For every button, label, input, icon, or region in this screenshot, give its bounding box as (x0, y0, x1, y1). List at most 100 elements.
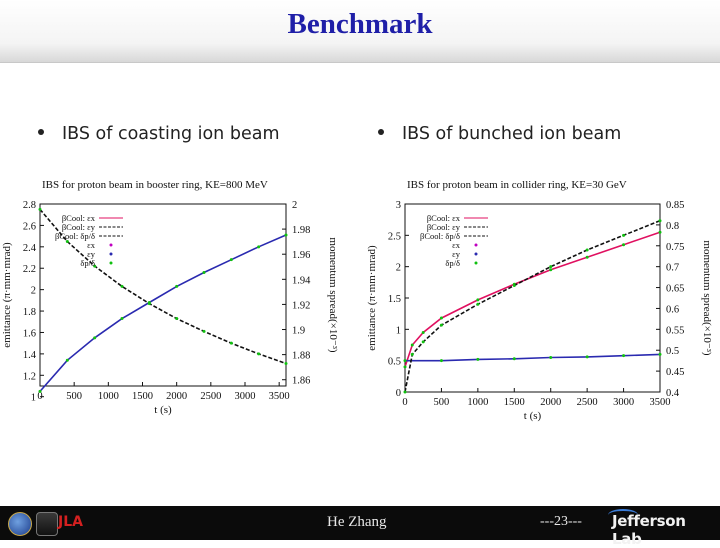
data-point (284, 233, 288, 237)
y2-tick-label: 0.6 (666, 304, 679, 315)
y-tick-label: 2.4 (23, 243, 37, 254)
y2-tick-label: 0.8 (666, 221, 679, 232)
legend-marker (109, 243, 113, 247)
y2-tick-label: 0.4 (666, 388, 680, 399)
data-point (549, 268, 553, 272)
legend-label: βCool: δp/δ (420, 231, 460, 241)
y2-tick-label: 1.94 (292, 275, 311, 286)
x-tick-label: 3000 (613, 397, 634, 408)
x-tick-label: 500 (66, 391, 82, 402)
x-tick-label: 3500 (269, 391, 290, 402)
bullet-dot-icon (38, 129, 44, 135)
chart-coasting: IBS for proton beam in booster ring, KE=… (1, 179, 339, 416)
data-point (257, 352, 261, 356)
series-line (405, 353, 661, 362)
y2-tick-label: 0.5 (666, 346, 679, 357)
footer-author: He Zhang (327, 514, 387, 530)
chart-title: IBS for proton beam in collider ring, KE… (407, 179, 627, 191)
y2-tick-label: 0.55 (666, 325, 684, 336)
chart-title: IBS for proton beam in booster ring, KE=… (42, 179, 268, 191)
data-point (549, 265, 553, 269)
legend-marker (109, 252, 113, 256)
data-point (622, 354, 626, 358)
x-tick-label: 1000 (98, 391, 119, 402)
y2-tick-label: 0.45 (666, 367, 684, 378)
bullet-dot-icon (378, 129, 384, 135)
legend-marker (474, 261, 478, 265)
data-point (93, 264, 97, 268)
x-tick-label: 2500 (200, 391, 221, 402)
series-line (404, 231, 661, 368)
y-tick-label: 1.4 (23, 350, 37, 361)
y-tick-label: 1 (396, 325, 401, 336)
legend-label: εx (87, 240, 96, 250)
slide-title: Benchmark (287, 8, 433, 40)
y2-tick-label: 0.7 (666, 263, 679, 274)
y-tick-label: 1.8 (23, 307, 36, 318)
legend-marker (109, 261, 113, 265)
legend-marker (474, 252, 478, 256)
bullet-coasting: IBS of coasting ion beam (38, 124, 280, 144)
y-tick-label: 0.5 (388, 357, 401, 368)
x-tick-label: 3500 (650, 397, 671, 408)
series-line (39, 208, 287, 365)
data-point (476, 302, 480, 306)
data-point (202, 271, 206, 275)
legend-label: βCool: εx (62, 213, 96, 223)
plot-frame (39, 203, 287, 387)
data-point (410, 352, 414, 356)
y2-tick-label: 1.86 (292, 376, 310, 387)
data-point (257, 245, 261, 249)
y-axis-label: emittance (π·mm·mrad) (1, 242, 13, 348)
y2-tick-label: 1.96 (292, 250, 310, 261)
bullet-text: IBS of coasting ion beam (62, 124, 280, 144)
y-tick-label: 1.2 (23, 371, 36, 382)
data-point (65, 239, 69, 243)
data-point (439, 316, 443, 320)
doe-seal-icon (8, 512, 32, 536)
y-tick-label: 2.5 (388, 231, 401, 242)
data-point (202, 329, 206, 333)
data-point (512, 283, 516, 287)
y-tick-label: 2.6 (23, 221, 36, 232)
y2-tick-label: 1.9 (292, 326, 305, 337)
data-point (175, 284, 179, 288)
y-tick-label: 2.2 (23, 264, 36, 275)
data-point (120, 317, 124, 321)
x-tick-label: 2000 (540, 397, 561, 408)
data-point (421, 340, 425, 344)
y-tick-label: 2 (396, 263, 401, 274)
series-line (404, 219, 661, 393)
x-axis-label: t (s) (154, 404, 172, 416)
data-point (403, 359, 407, 363)
y-tick-label: 1.6 (23, 328, 36, 339)
data-point (175, 317, 179, 321)
title-bar (0, 0, 720, 63)
y2-tick-label: 0.85 (666, 200, 684, 211)
y2-axis-label: momentum spread(×10⁻³) (701, 240, 713, 356)
data-point (658, 219, 662, 223)
footer: JLA He Zhang ---23--- Jefferson Lab (0, 506, 720, 548)
data-point (421, 330, 425, 334)
data-point (439, 359, 443, 363)
y2-tick-label: 1.92 (292, 300, 310, 311)
data-point (410, 343, 414, 347)
legend-label: εy (87, 249, 96, 259)
x-tick-label: 2000 (166, 391, 187, 402)
x-tick-label: 1500 (132, 391, 153, 402)
bullet-text: IBS of bunched ion beam (402, 124, 622, 144)
y-tick-label: 1 (31, 393, 36, 404)
y-axis-label: emittance (π·mm·mrad) (366, 245, 378, 351)
data-point (65, 358, 69, 362)
x-axis-label: t (s) (524, 410, 542, 422)
y2-tick-label: 0.65 (666, 284, 684, 295)
data-point (120, 284, 124, 288)
data-point (658, 352, 662, 356)
data-point (229, 341, 233, 345)
y-tick-label: 1.5 (388, 294, 401, 305)
y-tick-label: 3 (396, 200, 401, 211)
x-tick-label: 0 (402, 397, 407, 408)
data-point (476, 357, 480, 361)
data-point (622, 243, 626, 247)
data-point (585, 355, 589, 359)
